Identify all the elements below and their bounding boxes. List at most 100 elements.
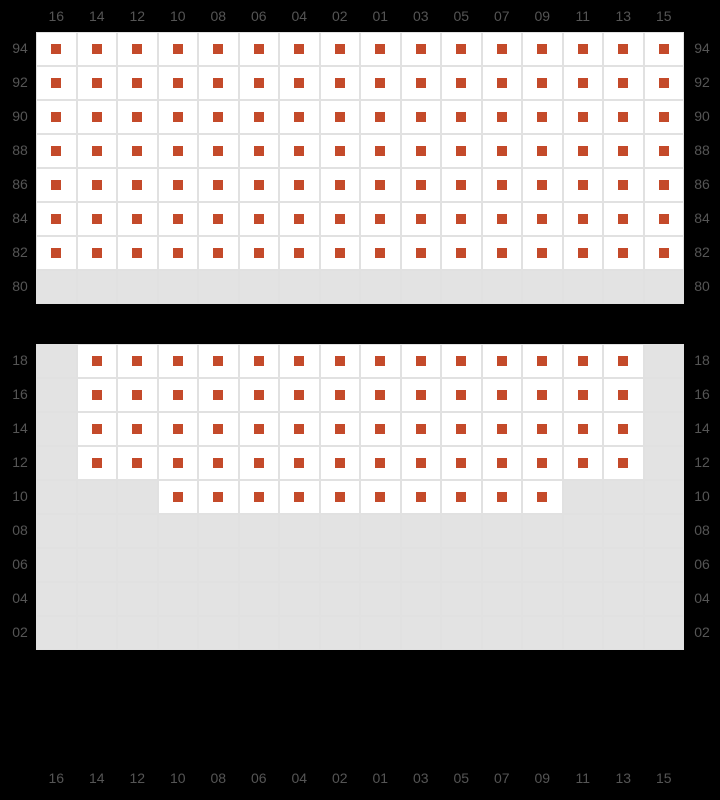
seat-cell[interactable]: [239, 412, 280, 446]
seat-cell[interactable]: [563, 168, 604, 202]
seat-cell[interactable]: [77, 134, 118, 168]
seat-cell[interactable]: [36, 168, 77, 202]
seat-cell[interactable]: [441, 344, 482, 378]
seat-cell[interactable]: [563, 202, 604, 236]
seat-cell[interactable]: [239, 168, 280, 202]
seat-cell[interactable]: [360, 202, 401, 236]
seat-cell[interactable]: [401, 344, 442, 378]
seat-cell[interactable]: [401, 378, 442, 412]
seat-cell[interactable]: [320, 446, 361, 480]
seat-cell[interactable]: [279, 32, 320, 66]
seat-cell[interactable]: [36, 202, 77, 236]
seat-cell[interactable]: [644, 134, 685, 168]
seat-cell[interactable]: [198, 446, 239, 480]
seat-cell[interactable]: [603, 66, 644, 100]
seat-cell[interactable]: [158, 66, 199, 100]
seat-cell[interactable]: [239, 236, 280, 270]
seat-cell[interactable]: [401, 236, 442, 270]
seat-cell[interactable]: [117, 344, 158, 378]
seat-cell[interactable]: [482, 480, 523, 514]
seat-cell[interactable]: [77, 446, 118, 480]
seat-cell[interactable]: [522, 32, 563, 66]
seat-cell[interactable]: [117, 202, 158, 236]
seat-cell[interactable]: [320, 134, 361, 168]
seat-cell[interactable]: [482, 412, 523, 446]
seat-cell[interactable]: [401, 412, 442, 446]
seat-cell[interactable]: [522, 100, 563, 134]
seat-cell[interactable]: [158, 134, 199, 168]
seat-cell[interactable]: [198, 66, 239, 100]
seat-cell[interactable]: [441, 32, 482, 66]
seat-cell[interactable]: [158, 480, 199, 514]
seat-cell[interactable]: [644, 66, 685, 100]
seat-cell[interactable]: [77, 66, 118, 100]
seat-cell[interactable]: [563, 134, 604, 168]
seat-cell[interactable]: [36, 236, 77, 270]
seat-cell[interactable]: [117, 412, 158, 446]
seat-cell[interactable]: [360, 66, 401, 100]
seat-cell[interactable]: [644, 32, 685, 66]
seat-cell[interactable]: [441, 66, 482, 100]
seat-cell[interactable]: [563, 344, 604, 378]
seat-cell[interactable]: [239, 66, 280, 100]
seat-cell[interactable]: [198, 236, 239, 270]
seat-cell[interactable]: [320, 32, 361, 66]
seat-cell[interactable]: [482, 168, 523, 202]
seat-cell[interactable]: [482, 236, 523, 270]
seat-cell[interactable]: [77, 202, 118, 236]
seat-cell[interactable]: [522, 446, 563, 480]
seat-cell[interactable]: [522, 134, 563, 168]
seat-cell[interactable]: [320, 66, 361, 100]
seat-cell[interactable]: [36, 32, 77, 66]
seat-cell[interactable]: [603, 168, 644, 202]
seat-cell[interactable]: [117, 446, 158, 480]
seat-cell[interactable]: [198, 168, 239, 202]
seat-cell[interactable]: [158, 202, 199, 236]
seat-cell[interactable]: [441, 378, 482, 412]
seat-cell[interactable]: [482, 134, 523, 168]
seat-cell[interactable]: [522, 168, 563, 202]
seat-cell[interactable]: [320, 100, 361, 134]
seat-cell[interactable]: [117, 236, 158, 270]
seat-cell[interactable]: [360, 480, 401, 514]
seat-cell[interactable]: [482, 100, 523, 134]
seat-cell[interactable]: [77, 236, 118, 270]
seat-cell[interactable]: [360, 134, 401, 168]
seat-cell[interactable]: [360, 412, 401, 446]
seat-cell[interactable]: [441, 236, 482, 270]
seat-cell[interactable]: [279, 412, 320, 446]
seat-cell[interactable]: [320, 412, 361, 446]
seat-cell[interactable]: [644, 202, 685, 236]
seat-cell[interactable]: [279, 480, 320, 514]
seat-cell[interactable]: [279, 202, 320, 236]
seat-cell[interactable]: [239, 480, 280, 514]
seat-cell[interactable]: [279, 134, 320, 168]
seat-cell[interactable]: [441, 446, 482, 480]
seat-cell[interactable]: [320, 202, 361, 236]
seat-cell[interactable]: [36, 134, 77, 168]
seat-cell[interactable]: [360, 32, 401, 66]
seat-cell[interactable]: [158, 446, 199, 480]
seat-cell[interactable]: [563, 66, 604, 100]
seat-cell[interactable]: [401, 66, 442, 100]
seat-cell[interactable]: [401, 100, 442, 134]
seat-cell[interactable]: [482, 446, 523, 480]
seat-cell[interactable]: [239, 100, 280, 134]
seat-cell[interactable]: [117, 66, 158, 100]
seat-cell[interactable]: [603, 32, 644, 66]
seat-cell[interactable]: [522, 236, 563, 270]
seat-cell[interactable]: [279, 100, 320, 134]
seat-cell[interactable]: [77, 378, 118, 412]
seat-cell[interactable]: [563, 100, 604, 134]
seat-cell[interactable]: [117, 168, 158, 202]
seat-cell[interactable]: [198, 480, 239, 514]
seat-cell[interactable]: [644, 100, 685, 134]
seat-cell[interactable]: [441, 168, 482, 202]
seat-cell[interactable]: [279, 378, 320, 412]
seat-cell[interactable]: [239, 202, 280, 236]
seat-cell[interactable]: [563, 32, 604, 66]
seat-cell[interactable]: [239, 378, 280, 412]
seat-cell[interactable]: [198, 100, 239, 134]
seat-cell[interactable]: [360, 344, 401, 378]
seat-cell[interactable]: [198, 32, 239, 66]
